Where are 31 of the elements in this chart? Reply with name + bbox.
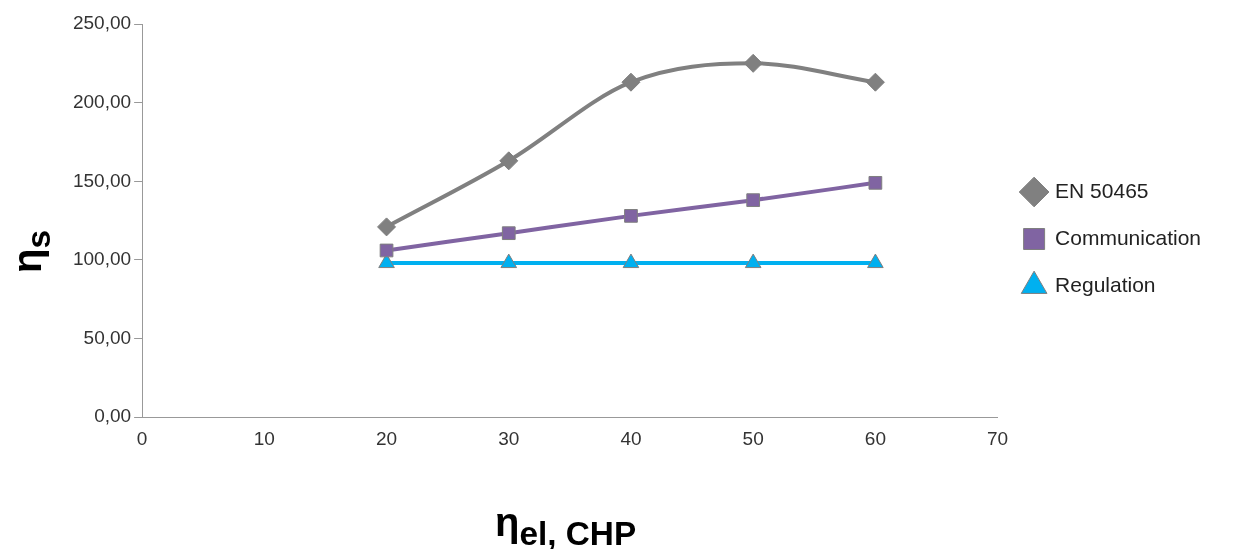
x-tick-label: 30	[498, 427, 520, 449]
point	[379, 243, 394, 258]
point	[868, 175, 883, 190]
y-tick-label: 200,00	[72, 90, 132, 112]
y-tick-label: 50,00	[83, 326, 132, 348]
point	[624, 209, 638, 223]
x-tick-label: 20	[375, 427, 398, 449]
point	[746, 193, 761, 208]
x-tick-label: 50	[742, 427, 764, 449]
point	[499, 151, 519, 171]
y-tick-label: 0,00	[94, 405, 132, 427]
point	[867, 253, 884, 269]
point	[622, 253, 640, 269]
y-tick-label: 250,00	[72, 12, 132, 34]
x-tick-label: 40	[620, 427, 642, 449]
legend-label: Regulation	[1055, 272, 1156, 296]
x-tick-label: 10	[253, 427, 275, 449]
point	[743, 53, 763, 73]
point	[865, 72, 885, 92]
legend-label: EN 50465	[1055, 178, 1149, 202]
point	[377, 217, 397, 237]
x-tick-label: 60	[864, 427, 886, 449]
y-tick-label: 150,00	[72, 169, 132, 191]
point	[501, 226, 516, 241]
y-tick-label: 100,00	[72, 248, 132, 270]
x-tick-label: 0	[136, 427, 148, 449]
point	[744, 253, 762, 269]
legend-label: Communication	[1055, 225, 1202, 249]
point	[621, 72, 641, 92]
point	[500, 253, 518, 269]
x-tick-label: 70	[987, 427, 1009, 449]
